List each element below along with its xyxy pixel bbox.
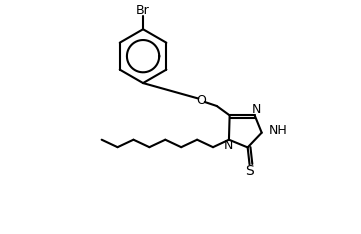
Text: Br: Br bbox=[136, 4, 150, 17]
Text: O: O bbox=[197, 94, 206, 107]
Text: N: N bbox=[224, 139, 233, 152]
Text: N: N bbox=[252, 103, 261, 116]
Text: NH: NH bbox=[269, 124, 287, 137]
Text: S: S bbox=[245, 164, 255, 178]
